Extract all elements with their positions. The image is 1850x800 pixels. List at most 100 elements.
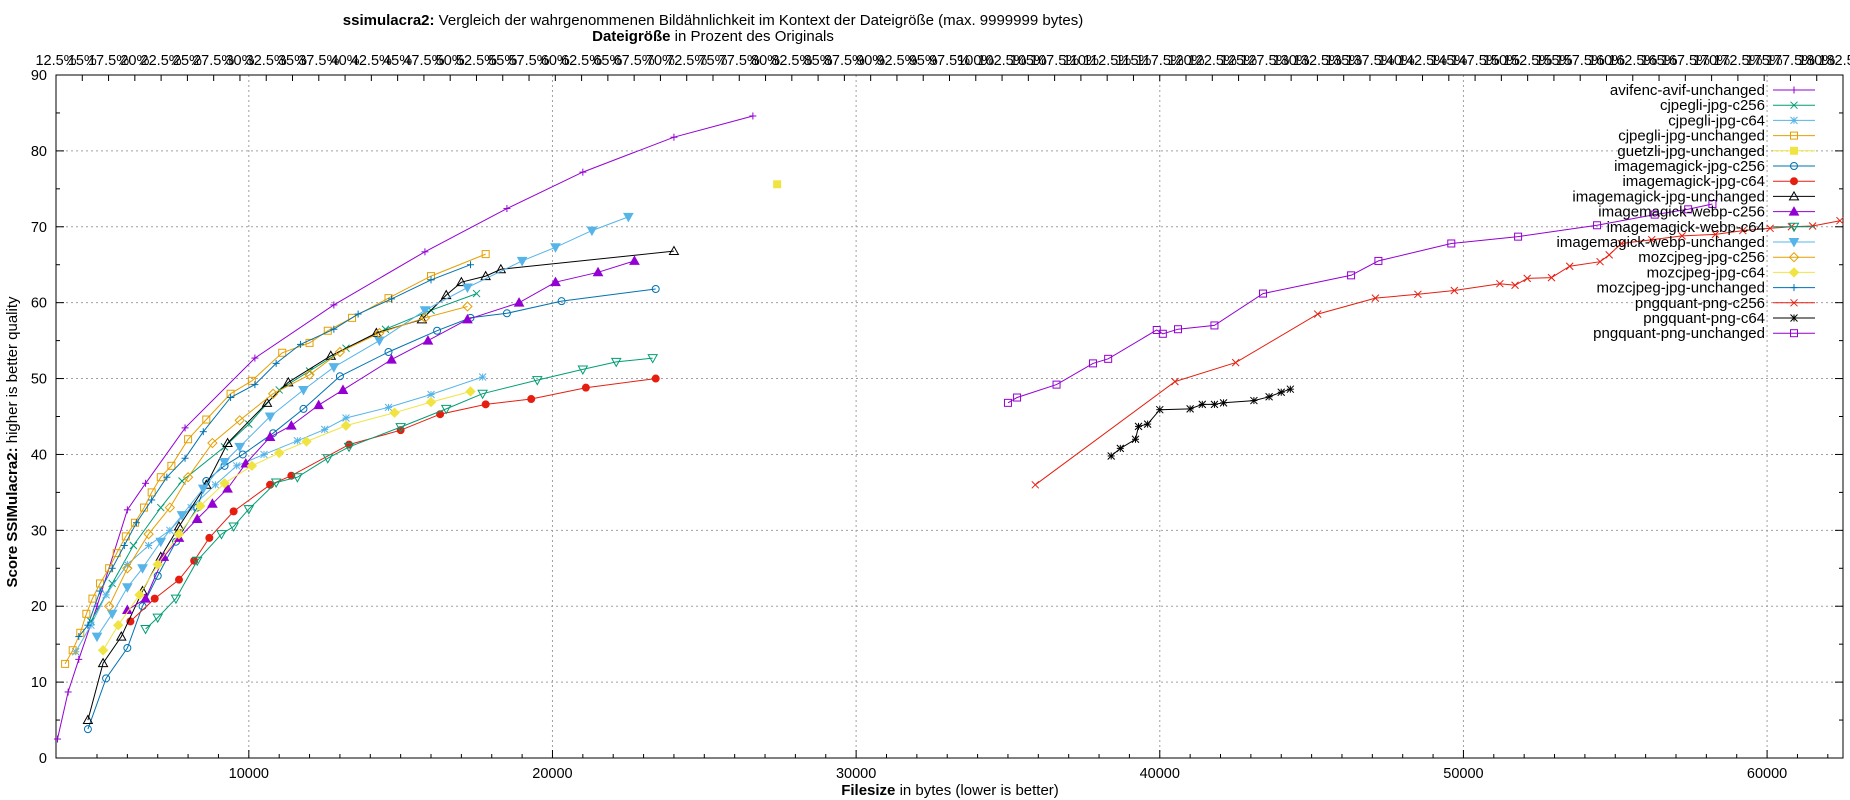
top-tick-label: 135% <box>1325 53 1362 69</box>
data-point <box>88 594 97 603</box>
data-point <box>581 383 590 392</box>
data-point <box>1511 281 1519 290</box>
legend-marker <box>1790 101 1798 110</box>
top-tick-label: 102.5% <box>977 53 1026 69</box>
data-point <box>342 414 350 422</box>
data-point <box>577 365 589 375</box>
data-point <box>170 594 182 605</box>
data-point <box>163 473 171 481</box>
legend-marker <box>1790 284 1798 292</box>
legend-label: mozcjpeg-jpg-c256 <box>1638 249 1765 266</box>
data-point <box>1171 377 1179 386</box>
data-point <box>651 374 660 383</box>
legend-marker <box>1790 329 1798 338</box>
y-tick-label: 60 <box>31 296 47 312</box>
data-point <box>228 522 239 533</box>
data-point <box>472 289 481 298</box>
data-point <box>147 488 156 497</box>
top-tick-label: 20% <box>120 53 149 69</box>
data-point <box>299 404 308 413</box>
top-tick-label: 87.5% <box>824 53 865 69</box>
data-point <box>623 212 634 223</box>
data-point <box>102 674 111 683</box>
data-point <box>503 205 511 213</box>
legend-marker <box>1790 146 1798 155</box>
top-tick-label: 75% <box>698 53 727 69</box>
data-point <box>1003 398 1012 407</box>
series-line <box>108 306 468 607</box>
legend-item: pngquant-png-c256 <box>1635 295 1815 312</box>
series-line <box>57 115 754 740</box>
series-mozcjpeg-jpg-c256 <box>103 301 473 612</box>
legend-label: guetzli-jpg-unchanged <box>1617 143 1765 160</box>
data-point <box>153 571 162 580</box>
legend-marker <box>1788 190 1800 201</box>
data-point <box>395 423 407 433</box>
data-point <box>557 297 566 306</box>
series-line <box>102 391 471 651</box>
data-point <box>419 312 431 324</box>
top-tick-label: 52.5% <box>456 53 497 69</box>
data-point <box>480 270 492 281</box>
data-point <box>516 256 528 267</box>
data-point <box>531 376 543 386</box>
data-point <box>115 631 127 641</box>
x-tick-label: 10000 <box>229 766 269 782</box>
top-tick-label: 100% <box>957 53 994 69</box>
data-point <box>197 484 209 495</box>
top-tick-label: 177.5% <box>1766 53 1815 69</box>
series-cjpegli-jpg-c256 <box>87 289 481 626</box>
top-tick-label: 82.5% <box>771 53 812 69</box>
data-point <box>456 276 467 287</box>
y-tick-label: 80 <box>31 144 47 160</box>
data-point <box>103 601 115 612</box>
data-point <box>1711 230 1720 239</box>
data-point <box>1617 239 1626 248</box>
data-point <box>337 384 349 394</box>
data-point <box>134 589 145 601</box>
data-point <box>164 502 176 513</box>
data-point <box>502 309 511 318</box>
data-point <box>389 407 400 418</box>
data-point <box>1250 396 1258 405</box>
data-point <box>167 461 176 470</box>
data-point <box>174 575 183 584</box>
data-point <box>301 436 312 447</box>
data-point <box>234 442 246 453</box>
data-point <box>478 373 487 381</box>
data-point <box>384 403 393 412</box>
data-point <box>216 530 227 540</box>
data-point <box>425 396 437 408</box>
legend-item: cjpegli-jpg-unchanged <box>1618 128 1815 145</box>
data-point <box>629 255 640 265</box>
top-tick-label: 117.5% <box>1136 53 1184 69</box>
data-point <box>388 295 396 303</box>
data-point <box>108 579 117 588</box>
series-imagemagick-jpg-c256 <box>83 285 660 734</box>
data-point <box>527 395 536 404</box>
legend-label: cjpegli-jpg-c64 <box>1668 112 1765 129</box>
series-line <box>87 288 656 730</box>
series-pngquant-png-c64 <box>1107 385 1295 460</box>
data-point <box>75 655 83 663</box>
legend-item: mozcjpeg-jpg-c256 <box>1638 249 1815 266</box>
data-point <box>102 590 110 599</box>
top-tick-label: 47.5% <box>403 53 444 69</box>
top-tick-label: 150% <box>1483 53 1520 69</box>
y-tick-label: 90 <box>31 68 47 84</box>
data-point <box>1107 452 1116 460</box>
series-pngquant-png-unchanged <box>1003 200 1717 407</box>
legend-item: imagemagick-webp-c256 <box>1598 204 1815 221</box>
data-point <box>1347 271 1356 280</box>
data-point <box>313 399 325 410</box>
data-point <box>419 306 431 316</box>
data-point <box>1231 358 1240 367</box>
legend-marker <box>1790 86 1798 94</box>
top-tick-label: 127.5% <box>1240 53 1289 69</box>
data-point <box>64 688 72 696</box>
data-point <box>370 327 382 338</box>
data-point <box>84 621 92 629</box>
y-tick-label: 40 <box>31 447 47 463</box>
data-point <box>1313 310 1322 318</box>
data-point <box>140 593 151 603</box>
